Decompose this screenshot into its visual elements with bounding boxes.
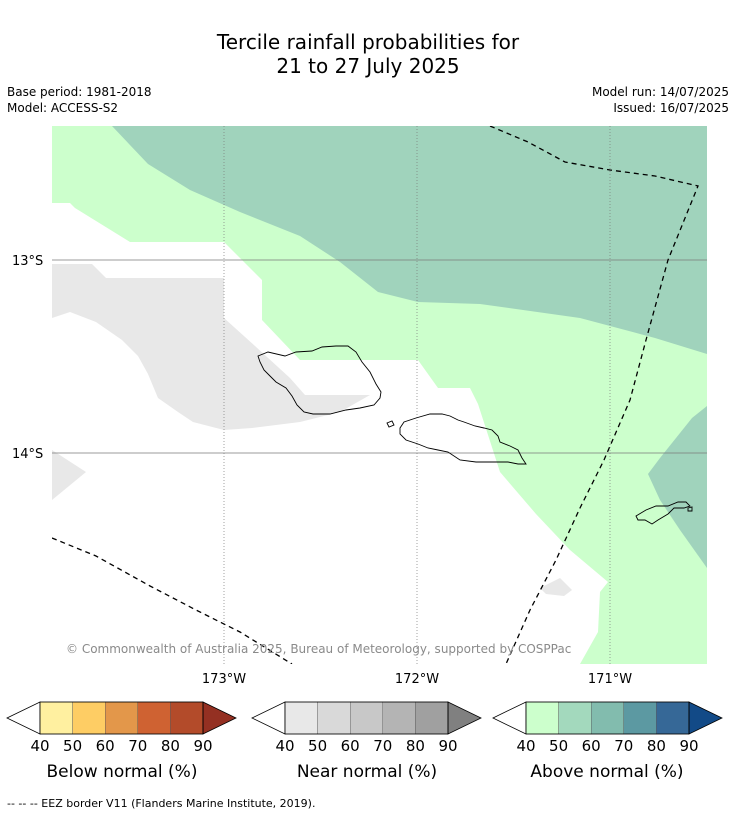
above-normal-tick-label: 90 <box>679 737 698 755</box>
meta-left: Base period: 1981-2018 Model: ACCESS-S2 <box>7 84 152 116</box>
copyright-text: © Commonwealth of Australia 2025, Bureau… <box>66 642 571 656</box>
below-normal-tick-label: 60 <box>96 737 115 755</box>
above-normal-min-arrow <box>492 701 527 735</box>
lat-label-13s: 13°S <box>12 254 43 269</box>
below-normal-swatch <box>137 701 171 735</box>
above-normal-tick-label: 40 <box>516 737 535 755</box>
below-normal-label: Below normal (%) <box>46 762 198 782</box>
above-normal-50-60-region-east <box>648 406 707 568</box>
near-normal-swatch <box>382 701 416 735</box>
below-normal-tick-label: 80 <box>161 737 180 755</box>
below-normal-swatch <box>72 701 106 735</box>
above-normal-tick-label: 50 <box>549 737 568 755</box>
above-normal-tick-label: 80 <box>647 737 666 755</box>
near-normal-tick-label: 70 <box>373 737 392 755</box>
above-normal-swatch <box>525 701 559 735</box>
near-normal-swatch <box>350 701 384 735</box>
lon-label-172w: 172°W <box>395 672 439 687</box>
below-normal-max-arrow <box>202 701 237 735</box>
map-title: Tercile rainfall probabilities for 21 to… <box>0 30 736 78</box>
map-plot-area: © Commonwealth of Australia 2025, Bureau… <box>52 126 707 664</box>
model-name: Model: ACCESS-S2 <box>7 101 119 115</box>
above-normal-tick-label: 60 <box>582 737 601 755</box>
title-line-2: 21 to 27 July 2025 <box>276 54 460 78</box>
near-normal-small-patch <box>540 578 572 596</box>
manono-islet <box>386 420 395 428</box>
meta-right: Model run: 14/07/2025 Issued: 16/07/2025 <box>592 84 729 116</box>
near-normal-min-arrow <box>251 701 286 735</box>
below-normal-swatch <box>170 701 204 735</box>
near-normal-label: Near normal (%) <box>296 762 438 782</box>
above-normal-bar-outline <box>525 701 690 735</box>
near-normal-tick-label: 80 <box>406 737 425 755</box>
near-normal-tick-label: 60 <box>341 737 360 755</box>
eez-border <box>52 126 699 664</box>
below-normal-tick-label: 40 <box>30 737 49 755</box>
below-normal-tick-label: 90 <box>193 737 212 755</box>
above-normal-label: Above normal (%) <box>530 762 684 782</box>
below-normal-swatch <box>104 701 138 735</box>
below-normal-tick-label: 70 <box>128 737 147 755</box>
title-line-1: Tercile rainfall probabilities for <box>216 30 520 54</box>
above-normal-swatch <box>656 701 690 735</box>
near-normal-west-edge-region <box>52 450 86 500</box>
near-normal-swatch <box>415 701 449 735</box>
above-normal-tick-label: 70 <box>614 737 633 755</box>
lon-label-173w: 173°W <box>202 672 246 687</box>
below-normal-min-arrow <box>6 701 41 735</box>
issued-date: Issued: 16/07/2025 <box>613 101 729 115</box>
above-normal-swatch <box>558 701 592 735</box>
near-normal-bar-outline <box>284 701 449 735</box>
eez-footnote: -- -- -- EEZ border V11 (Flanders Marine… <box>7 797 316 810</box>
above-normal-swatch <box>591 701 625 735</box>
aunuu-islet <box>687 506 693 512</box>
lat-label-14s: 14°S <box>12 447 43 462</box>
near-normal-tick-label: 90 <box>438 737 457 755</box>
tutuila-island <box>635 501 691 525</box>
near-normal-tick-label: 40 <box>275 737 294 755</box>
lon-label-171w: 171°W <box>588 672 632 687</box>
above-normal-50-60-region <box>112 126 707 354</box>
base-period: Base period: 1981-2018 <box>7 85 152 99</box>
near-normal-40-50-region <box>52 264 370 430</box>
below-normal-swatch <box>39 701 73 735</box>
above-normal-max-arrow <box>688 701 723 735</box>
near-normal-swatch <box>317 701 351 735</box>
below-normal-tick-label: 50 <box>63 737 82 755</box>
savaii-island <box>257 345 382 415</box>
below-normal-bar-outline <box>39 701 204 735</box>
upolu-island <box>399 413 527 465</box>
near-normal-swatch <box>284 701 318 735</box>
near-normal-tick-label: 50 <box>308 737 327 755</box>
above-normal-swatch <box>623 701 657 735</box>
model-run: Model run: 14/07/2025 <box>591 85 729 99</box>
colorbar-legends: 40 50 60 70 80 90 40 50 60 70 80 90 40 50 60 70 80 90 <box>6 701 723 755</box>
near-normal-max-arrow <box>447 701 482 735</box>
graticule <box>52 259 707 454</box>
